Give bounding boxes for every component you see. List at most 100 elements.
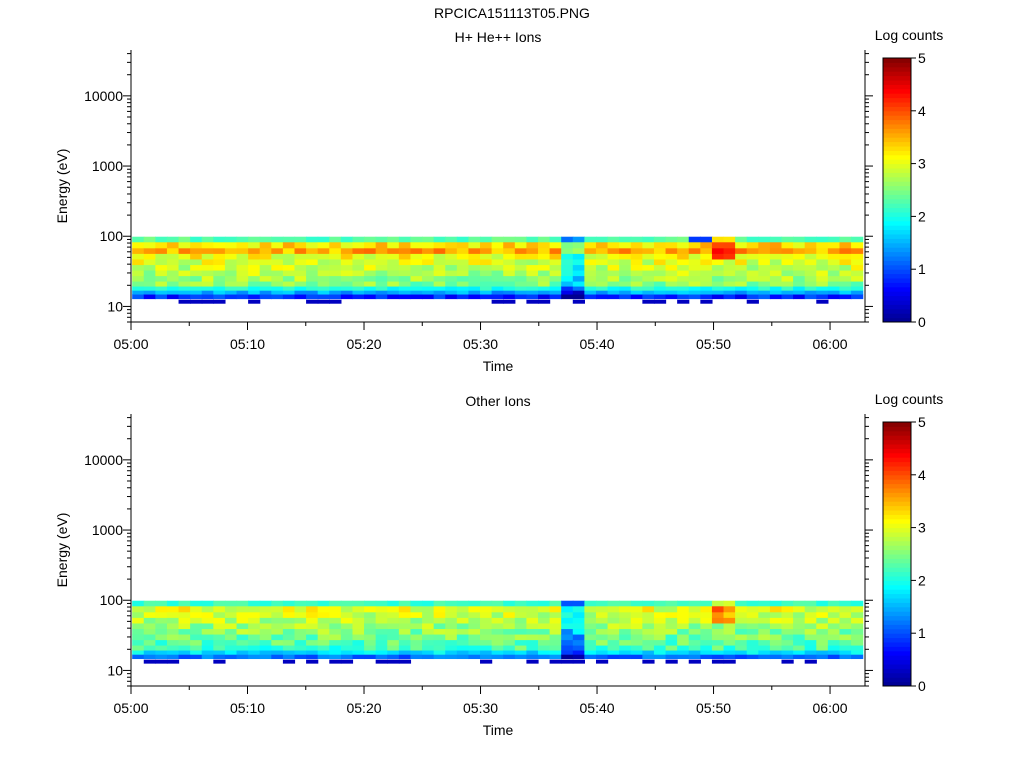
heatmap-cell — [816, 247, 829, 254]
colorbar-segment — [883, 194, 911, 200]
heatmap-cell — [584, 600, 597, 607]
colorbar-segment — [883, 650, 911, 656]
heatmap-cell — [456, 639, 470, 646]
heatmap-cell — [271, 286, 284, 291]
heatmap-cell — [816, 286, 829, 291]
heatmap-cell — [398, 605, 412, 613]
heatmap-cell — [584, 253, 597, 260]
heatmap-cell — [514, 650, 528, 655]
heatmap-cell — [317, 650, 330, 655]
colorbar-frame — [882, 421, 912, 687]
heatmap-cell — [259, 617, 272, 624]
heatmap-cell — [804, 275, 817, 282]
heatmap-cell — [387, 247, 400, 254]
heatmap-cell — [294, 259, 307, 266]
heatmap-cell — [607, 654, 620, 660]
heatmap-cell — [758, 654, 771, 660]
heatmap-cell — [595, 611, 609, 618]
heatmap-cell — [595, 259, 609, 266]
heatmap-cell — [538, 299, 551, 304]
heatmap-cell — [306, 645, 319, 651]
heatmap-cell — [677, 299, 690, 304]
heatmap-cell — [445, 290, 458, 295]
colorbar-segment — [883, 150, 911, 156]
heatmap-cell — [561, 645, 574, 651]
heatmap-cell — [723, 275, 736, 282]
heatmap-cell — [375, 294, 388, 300]
heatmap-cell — [758, 259, 771, 266]
heatmap-cell — [769, 634, 783, 641]
heatmap-cell — [248, 270, 261, 277]
heatmap-cell — [538, 611, 551, 618]
heatmap-cell — [572, 623, 585, 630]
heatmap-cell — [735, 617, 748, 624]
heatmap-cell — [642, 617, 655, 624]
heatmap-cell — [248, 605, 261, 613]
heatmap-cell — [839, 286, 852, 291]
heatmap-cell — [178, 645, 191, 651]
colorbar-segment — [883, 430, 911, 436]
heatmap-cell — [839, 281, 852, 287]
heatmap-cell — [282, 236, 296, 243]
heatmap-cell — [468, 628, 481, 635]
heatmap-cell — [804, 286, 817, 291]
heatmap-cell — [804, 253, 817, 260]
heatmap-cell — [398, 654, 412, 660]
heatmap-cell — [271, 290, 284, 295]
heatmap-cell — [700, 623, 713, 630]
heatmap-cell — [468, 286, 481, 291]
heatmap-cell — [190, 623, 203, 630]
heatmap-cell — [178, 264, 191, 271]
heatmap-cell — [456, 253, 470, 260]
heatmap-cell — [607, 253, 620, 260]
heatmap-cell — [735, 275, 748, 282]
heatmap-cell — [271, 270, 284, 277]
heatmap-cell — [317, 236, 330, 243]
heatmap-cell — [456, 634, 470, 641]
heatmap-cell — [781, 634, 794, 641]
heatmap-cell — [735, 236, 748, 243]
colorbar-segment — [883, 172, 911, 178]
heatmap-cell — [491, 294, 504, 300]
heatmap-cell — [746, 600, 759, 607]
heatmap-cell — [688, 236, 701, 243]
heatmap-cell — [306, 281, 319, 287]
heatmap-cell — [398, 264, 412, 271]
heatmap-cell — [340, 294, 354, 300]
heatmap-cell — [398, 659, 412, 664]
heatmap-cell — [619, 294, 632, 300]
heatmap-cell — [619, 628, 632, 635]
heatmap-cell — [584, 264, 597, 271]
heatmap-cell — [653, 645, 667, 651]
heatmap-cell — [514, 294, 528, 300]
heatmap-cell — [595, 617, 609, 624]
heatmap-cell — [793, 628, 806, 635]
heatmap-cell — [248, 253, 261, 260]
heatmap-cell — [456, 650, 470, 655]
colorbar-segment — [883, 264, 911, 270]
heatmap-cell — [839, 617, 852, 624]
heatmap-cell — [688, 600, 701, 607]
heatmap-cell — [758, 600, 771, 607]
heatmap-cell — [688, 650, 701, 655]
heatmap-cell — [723, 286, 736, 291]
heatmap-cell — [480, 654, 493, 660]
heatmap-cell — [224, 259, 238, 266]
heatmap-cell — [352, 639, 365, 646]
heatmap-cell — [398, 236, 412, 243]
heatmap-cell — [248, 236, 261, 243]
heatmap-cell — [503, 299, 516, 304]
heatmap-cell — [526, 236, 539, 243]
heatmap-cell — [132, 294, 145, 300]
heatmap-cell — [468, 264, 481, 271]
colorbar-segment — [883, 668, 911, 674]
heatmap-cell — [329, 241, 342, 249]
heatmap-cell — [491, 253, 504, 260]
heatmap-cell — [572, 259, 585, 266]
heatmap-cell — [166, 281, 180, 287]
heatmap-cell — [781, 639, 794, 646]
heatmap-cell — [793, 270, 806, 277]
heatmap-cell — [445, 654, 458, 660]
heatmap-cell — [642, 241, 655, 249]
heatmap-cell — [352, 628, 365, 635]
